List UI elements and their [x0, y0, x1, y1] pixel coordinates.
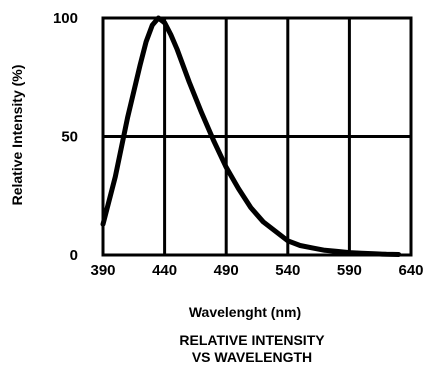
y-tick-0: 0 [70, 247, 78, 264]
x-tick-590: 590 [337, 262, 362, 279]
caption-line-2: VS WAVELENGTH [192, 349, 312, 365]
x-tick-440: 440 [152, 262, 177, 279]
y-tick-100: 100 [53, 10, 78, 27]
y-tick-labels: 0 50 100 [53, 10, 78, 264]
grid [101, 16, 413, 257]
x-tick-490: 490 [214, 262, 239, 279]
x-axis-label: Wavelenght (nm) [189, 304, 301, 320]
plot-frame [101, 16, 413, 257]
x-tick-390: 390 [90, 262, 115, 279]
caption-line-1: RELATIVE INTENSITY [179, 332, 325, 348]
x-tick-labels: 390 440 490 540 590 640 [90, 262, 423, 279]
y-tick-50: 50 [61, 129, 78, 146]
x-tick-640: 640 [398, 262, 423, 279]
y-axis-label: Relative Intensity (%) [9, 65, 25, 206]
x-tick-540: 540 [275, 262, 300, 279]
intensity-curve [100, 15, 402, 257]
